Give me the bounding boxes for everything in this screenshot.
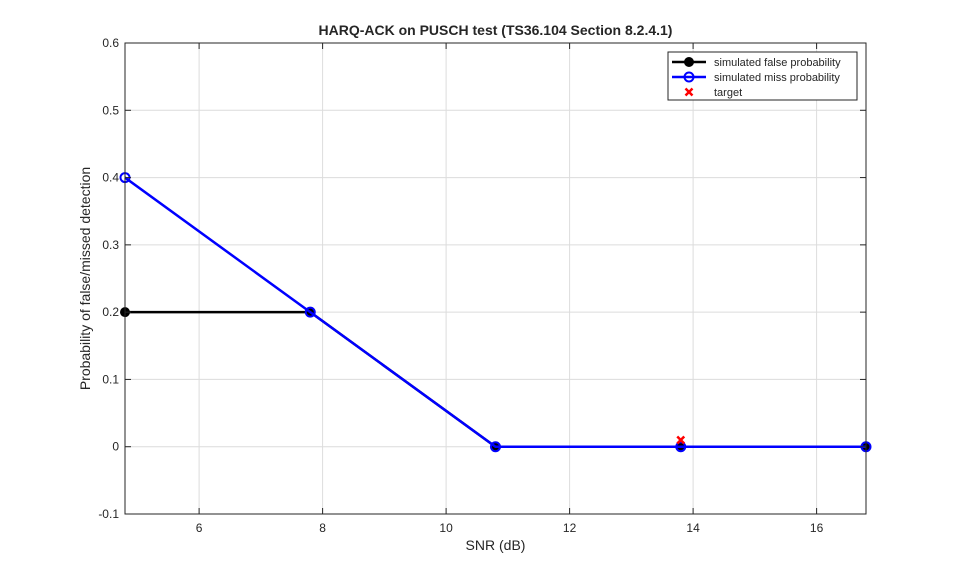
data-point — [304, 306, 316, 318]
legend-entry: simulated false probability — [672, 57, 841, 69]
y-tick-label: 0.6 — [102, 36, 119, 50]
y-tick-label: 0.5 — [102, 103, 119, 117]
legend-entry: simulated miss probability — [672, 71, 840, 84]
data-point — [675, 441, 687, 453]
plot-area — [125, 43, 866, 514]
legend-label: simulated miss probability — [714, 72, 840, 84]
y-tick-label: 0.3 — [102, 238, 119, 252]
y-axis-label: Probability of false/missed detection — [77, 167, 93, 390]
y-tick-label: 0.2 — [102, 305, 119, 319]
y-tick-label: 0.4 — [102, 171, 119, 185]
axis-ticks: 6 8 10 12 14 16 -0.1 0 0.1 0.2 0.3 0.4 0.5 0.6 — [98, 36, 866, 535]
y-tick-label: 0.1 — [102, 372, 119, 386]
y-tick-label: -0.1 — [98, 507, 119, 521]
x-tick-label: 10 — [439, 521, 453, 535]
x-tick-label: 8 — [319, 521, 326, 535]
x-tick-label: 16 — [810, 521, 824, 535]
legend-label: simulated false probability — [714, 57, 841, 69]
legend-label: target — [714, 87, 742, 99]
y-tick-label: 0 — [112, 440, 119, 454]
legend: simulated false probability simulated mis… — [667, 51, 858, 101]
x-tick-label: 14 — [686, 521, 700, 535]
data-point — [683, 71, 695, 83]
x-tick-label: 12 — [563, 521, 577, 535]
x-tick-label: 6 — [196, 521, 203, 535]
chart-title: HARQ-ACK on PUSCH test (TS36.104 Section… — [319, 22, 673, 38]
data-point — [684, 57, 694, 67]
legend-entry: target — [684, 87, 742, 99]
data-point — [684, 87, 694, 97]
series-group — [676, 435, 686, 445]
data-point — [490, 441, 501, 453]
plot-frame — [124, 42, 867, 515]
data-point — [676, 435, 686, 445]
series-layer — [119, 172, 872, 453]
x-axis-label: SNR (dB) — [466, 537, 526, 553]
series-line — [124, 176, 866, 448]
